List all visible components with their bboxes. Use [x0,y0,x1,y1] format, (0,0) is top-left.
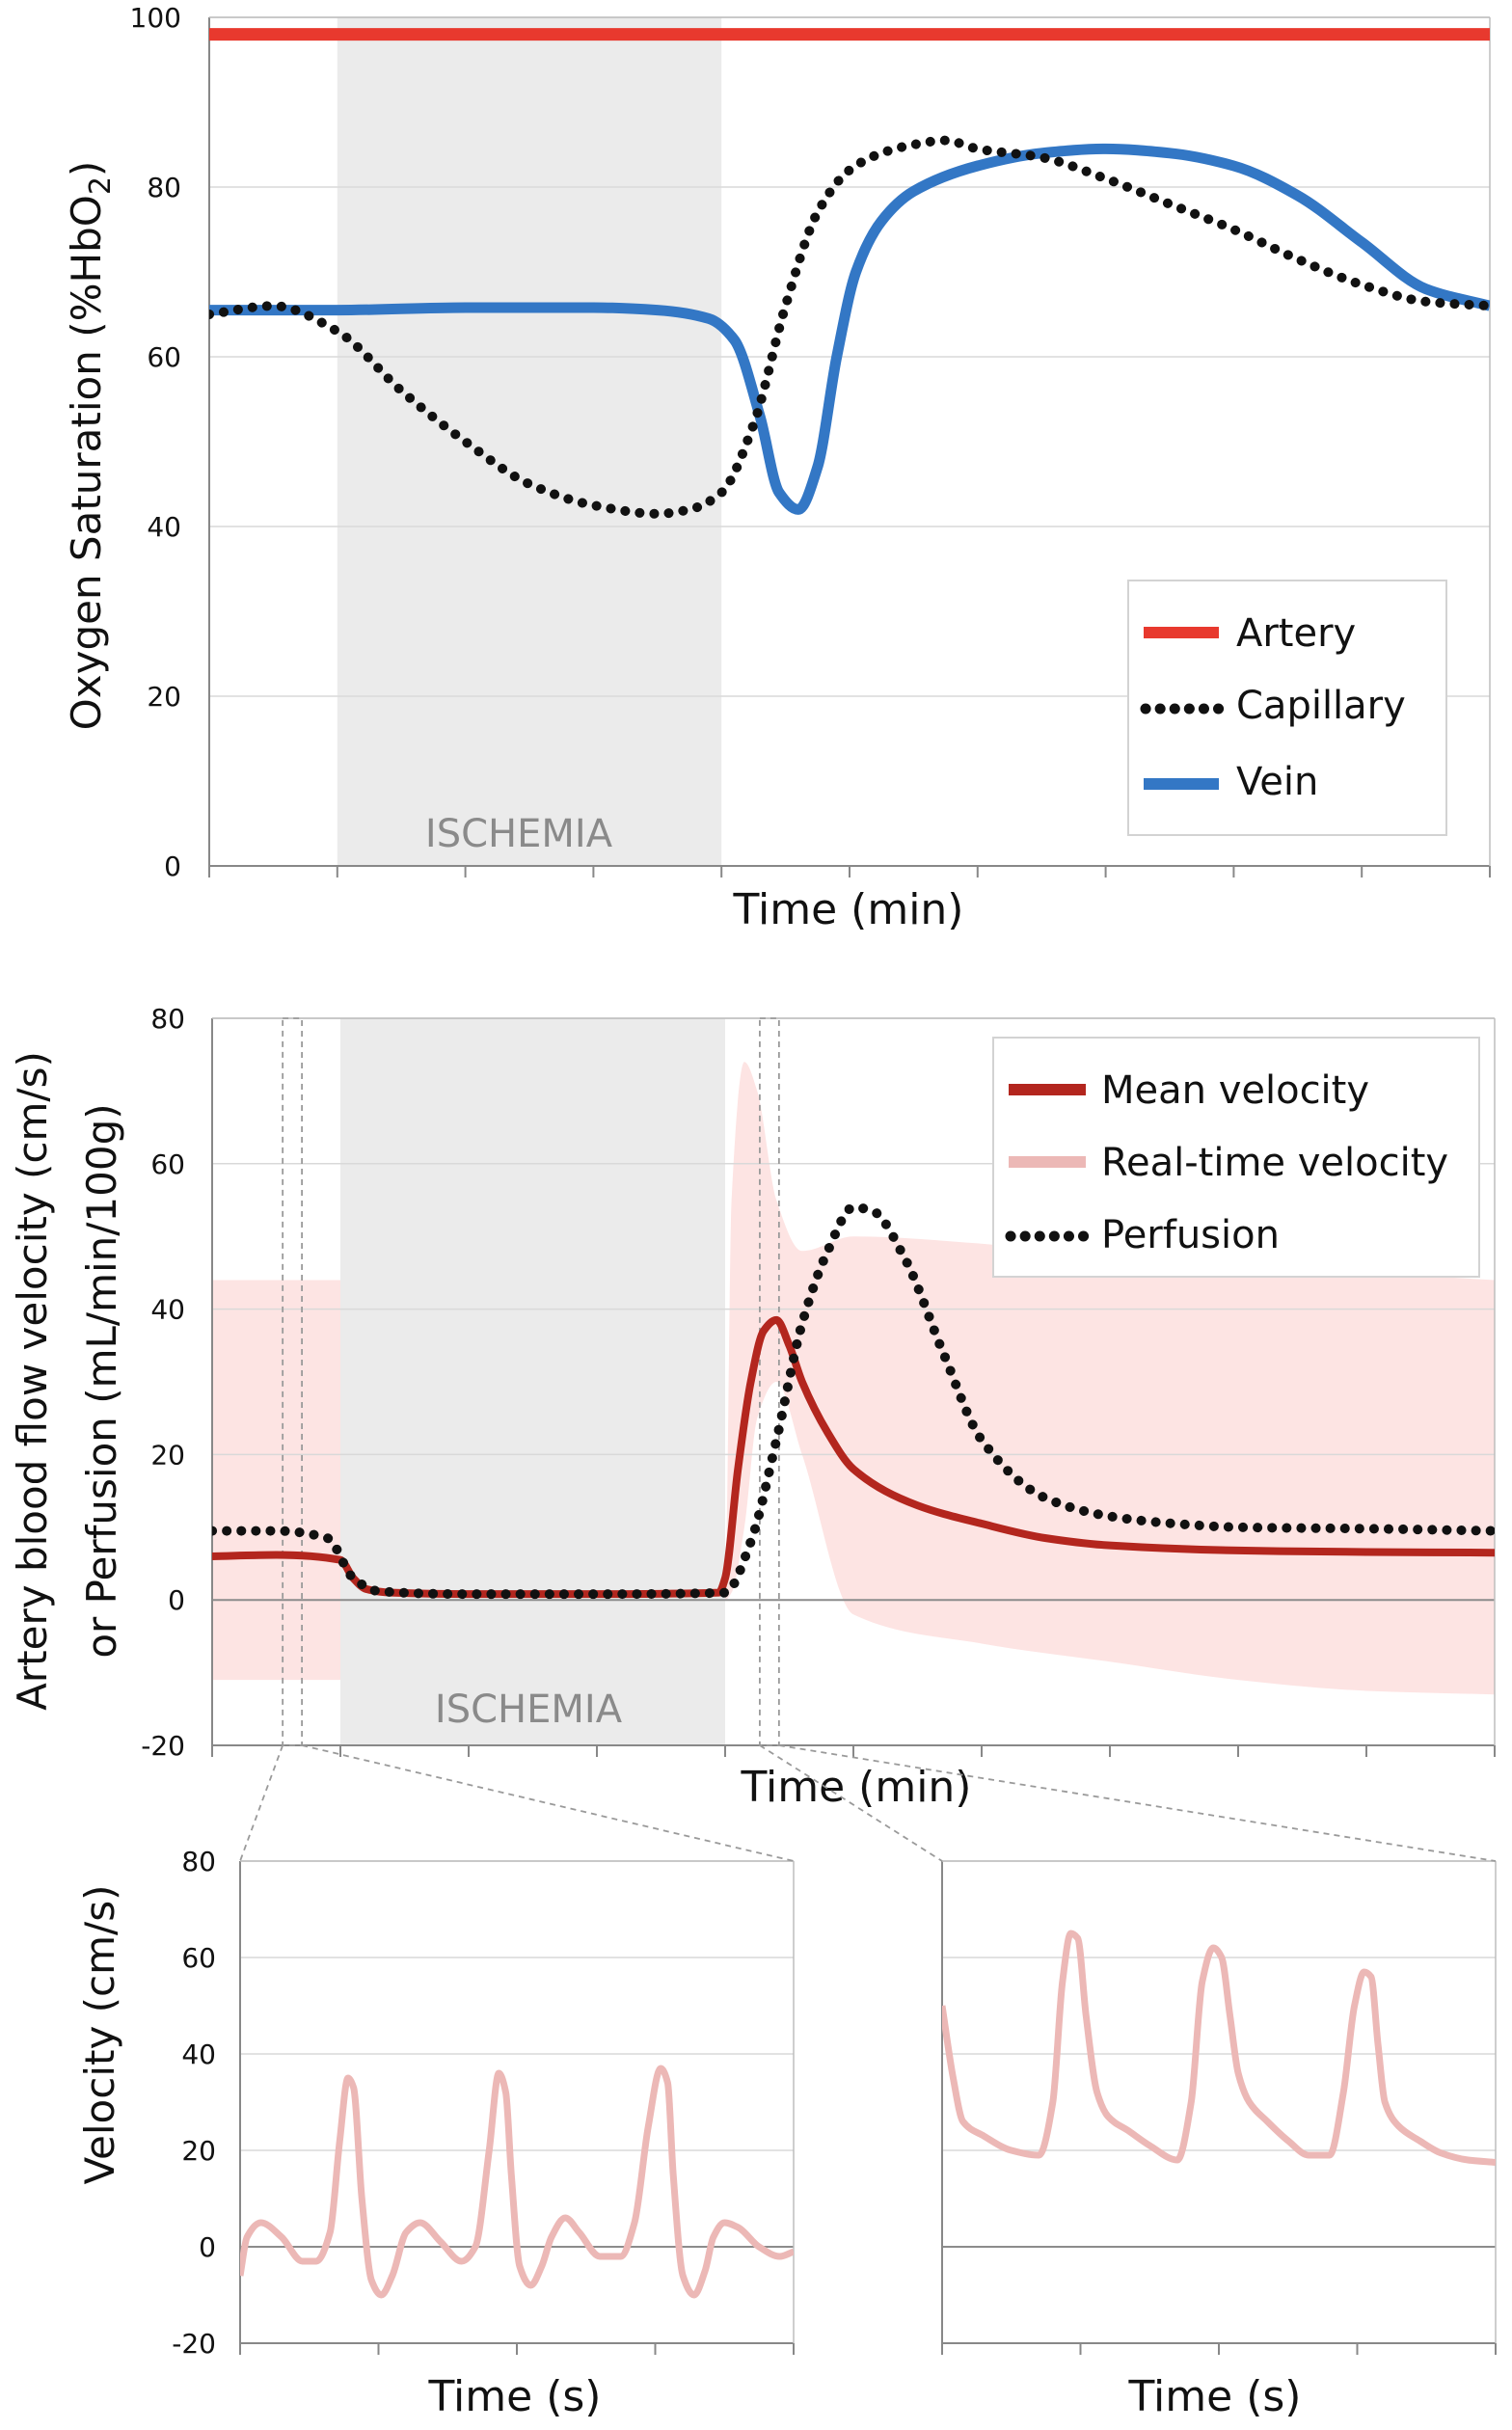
legend-label-capillary: Capillary [1236,684,1406,728]
ischemia-label: ISCHEMIA [425,812,613,856]
legend-label-artery: Artery [1236,611,1356,656]
zoom-connector [759,1744,943,1862]
perfusion-line [212,1202,1495,1600]
artery-flow-chart: -20 0 20 40 60 80 ISCHEMIA Time (min) Artery … [9,1003,1496,1812]
series-group [209,28,1490,519]
y-tick-label: -20 [141,1730,185,1762]
x-axis-label: Time (s) [428,2372,602,2421]
y-axis-label: Oxygen Saturation (%HbO2) [63,161,118,731]
x-tick-marks [208,866,1491,878]
y-axis-label-line1: Artery blood flow velocity (cm/s) [9,1051,56,1711]
zoom-window-1 [282,1017,303,1746]
realtime-velocity-line [942,1930,1496,2166]
velocity-after-ischemia-chart: Time (s) [941,1860,1497,2421]
y-tick-label: 60 [150,1148,185,1180]
vein-line [209,143,1490,515]
legend: Artery Capillary Vein [1127,580,1447,836]
legend-label-perfusion: Perfusion [1101,1213,1280,1257]
legend-label-mean-velocity: Mean velocity [1101,1068,1369,1113]
y-tick-label: 40 [181,2038,216,2070]
y-tick-label: 100 [130,2,181,34]
realtime-velocity-band-group [212,1062,1495,1695]
zoom-connector-lines [239,1744,1497,1862]
y-tick-label: 80 [181,1846,216,1877]
series-group [212,1202,1495,1600]
y-tick-label: 60 [147,341,181,373]
y-tick-label: 0 [168,1584,185,1616]
x-tick-marks [211,1745,1496,1757]
zoom-connector [301,1744,795,1862]
zoom-connector [778,1744,1497,1862]
ischemia-region [337,17,722,866]
ischemia-label: ISCHEMIA [435,1688,623,1732]
y-axis-label: Velocity (cm/s) [76,1885,123,2185]
y-tick-label: 20 [181,2135,216,2167]
realtime-velocity-band [212,1062,1495,1695]
series-group [240,2065,794,2299]
ischemia-region [340,1018,725,1745]
gridlines [240,1860,794,2248]
legend: Mean velocity Real-time velocity Perfusi… [992,1037,1480,1278]
y-tick-label: 60 [181,1942,216,1974]
legend-label-realtime-velocity: Real-time velocity [1101,1141,1448,1185]
axes [239,1860,795,2344]
x-tick-marks [239,2343,795,2355]
zoom-connector [239,1744,284,1862]
velocity-before-ischemia-chart: -20 0 20 40 60 80 Time (s) Velocity (cm/s) [76,1846,795,2421]
y-tick-label: 80 [147,172,181,203]
y-axis-label-main: Oxygen Saturation (%HbO [63,195,110,730]
oxygen-saturation-chart: 0 20 40 60 80 100 ISCHEMIA Time (min) Oxygen … [63,2,1491,934]
series-group [942,1930,1496,2166]
y-tick-label: -20 [172,2328,216,2360]
gridlines [942,1860,1496,2248]
legend-box [1127,580,1447,836]
zoom-window-group [282,1017,780,1746]
y-tick-labels: -20 0 20 40 60 80 [172,1846,216,2360]
y-tick-label: 20 [147,681,181,713]
y-tick-label: 0 [199,2231,216,2263]
y-tick-labels: -20 0 20 40 60 80 [141,1003,185,1762]
x-axis-label: Time (min) [741,1763,972,1812]
y-tick-label: 20 [150,1439,185,1471]
legend-label-vein: Vein [1236,760,1318,804]
y-tick-label: 0 [164,850,181,882]
y-tick-label: 40 [147,511,181,543]
y-axis-label-subscript: 2 [84,176,118,195]
y-axis-label-end: ) [63,161,110,176]
x-tick-marks [941,2343,1497,2355]
y-tick-label: 40 [150,1294,185,1326]
x-axis-label: Time (min) [733,885,964,934]
x-axis-label: Time (s) [1128,2372,1302,2421]
realtime-velocity-line [240,2065,794,2299]
y-tick-labels: 0 20 40 60 80 100 [130,2,181,882]
capillary-line [209,135,1490,519]
y-axis-label-line2: or Perfusion (mL/min/100g) [78,1103,125,1658]
y-tick-label: 80 [150,1003,185,1035]
zoom-window-2 [759,1017,780,1746]
axes [941,1860,1497,2344]
